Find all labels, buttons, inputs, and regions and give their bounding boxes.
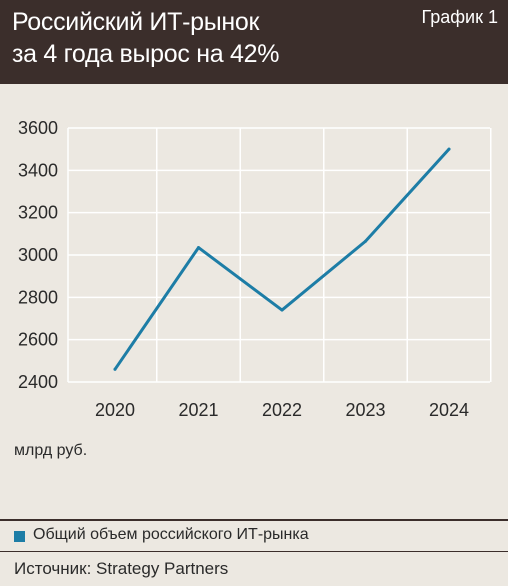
- data-point: [197, 246, 200, 250]
- x-tick-label: 2024: [429, 400, 469, 420]
- y-tick-label: 2400: [18, 372, 58, 392]
- chart-title: Российский ИТ-рынок за 4 года вырос на 4…: [12, 6, 412, 70]
- figure-label: График 1: [421, 7, 498, 27]
- y-tick-label: 3200: [18, 203, 58, 223]
- data-point: [113, 367, 117, 371]
- y-tick-label: 3600: [18, 118, 58, 138]
- x-tick-label: 2021: [178, 400, 218, 420]
- y-tick-labels: 2400 2600 2800 3000 3200 3400 3600: [18, 118, 58, 392]
- legend: Общий объем российского ИТ-рынка: [0, 519, 508, 551]
- x-tick-labels: 2020 2021 2022 2023 2024: [95, 400, 469, 420]
- y-tick-label: 3400: [18, 160, 58, 180]
- chart-title-line-1: Российский ИТ-рынок: [12, 8, 260, 36]
- y-tick-label: 3000: [18, 245, 58, 265]
- source-text: Источник: Strategy Partners: [14, 559, 229, 578]
- legend-swatch: [14, 531, 25, 542]
- grid-layer: [67, 127, 492, 383]
- data-point: [364, 239, 367, 243]
- source-footer: Источник: Strategy Partners: [0, 551, 508, 586]
- data-point: [447, 147, 451, 151]
- legend-label: Общий объем российского ИТ-рынка: [33, 526, 309, 543]
- series-layer: [113, 147, 451, 371]
- x-tick-label: 2020: [95, 400, 135, 420]
- y-tick-label: 2800: [18, 287, 58, 307]
- data-point: [280, 308, 284, 312]
- y-tick-label: 2600: [18, 330, 58, 350]
- unit-label: млрд руб.: [14, 442, 88, 459]
- x-tick-label: 2022: [262, 400, 302, 420]
- chart-header: Российский ИТ-рынок за 4 года вырос на 4…: [0, 0, 508, 84]
- series-line: [113, 147, 451, 371]
- x-tick-label: 2023: [345, 400, 385, 420]
- chart-title-line-2: за 4 года вырос на 42%: [12, 40, 280, 68]
